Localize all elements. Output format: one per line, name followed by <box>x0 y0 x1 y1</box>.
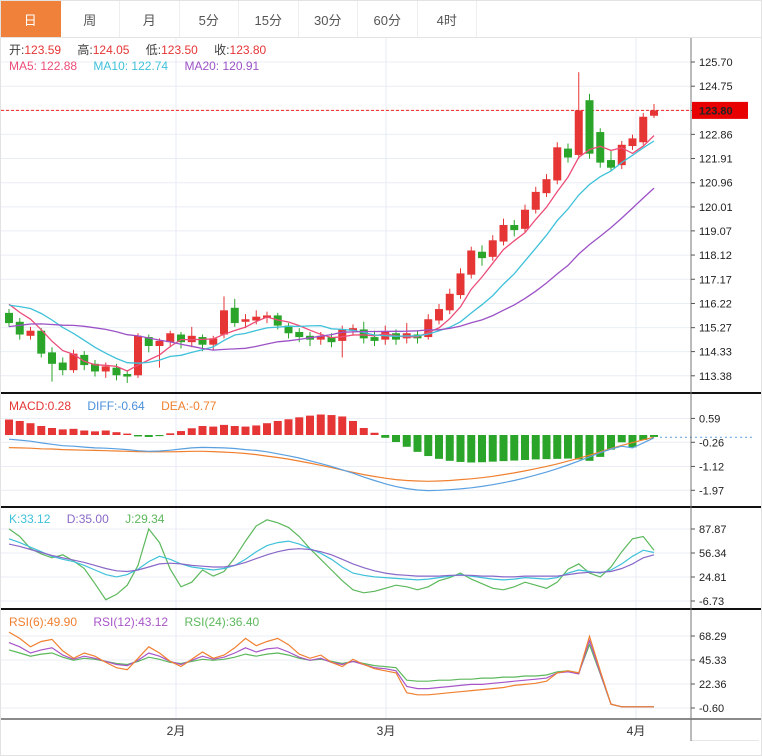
last-price-badge <box>692 101 748 119</box>
j-value: J:29.34 <box>125 512 165 526</box>
chart-area: 125.70 124.75 123.80 122.86 121.91 120.96 120.… <box>1 38 761 741</box>
ma20-value: MA20: 120.91 <box>184 59 260 73</box>
tab-30min[interactable]: 30分 <box>299 1 358 37</box>
kdj-readout: K:33.12 D:35.00 J:29.34 <box>9 512 164 526</box>
rsi12-value: RSI(12):43.12 <box>93 615 169 629</box>
k-value: K:33.12 <box>9 512 51 526</box>
axis-tick-label: 45.33 <box>699 655 727 667</box>
axis-tick-label: 122.86 <box>699 129 733 141</box>
rsi24-line <box>8 642 654 708</box>
candles-layer <box>5 72 658 383</box>
tab-15min[interactable]: 15分 <box>239 1 299 37</box>
tab-month[interactable]: 月 <box>120 1 180 37</box>
low-label: 低: <box>145 43 162 57</box>
axis-tick-label: -0.60 <box>699 703 724 715</box>
ma-readout: MA5: 122.88 MA10: 122.74 MA20: 120.91 <box>9 59 259 73</box>
axis-tick-label: -6.73 <box>699 596 724 608</box>
ma20-line <box>8 187 655 351</box>
axis-tick-label: 117.17 <box>699 274 732 286</box>
last-price-badge-text: 123.80 <box>699 105 733 117</box>
k-line <box>8 538 655 581</box>
month-label: 4月 <box>627 724 646 738</box>
high-value: 124.05 <box>92 43 130 57</box>
macd-value: MACD:0.28 <box>9 399 72 413</box>
axis-tick-label: 56.34 <box>699 548 727 560</box>
axis-tick-label: 115.27 <box>699 323 732 335</box>
axis-tick-label: 120.96 <box>699 178 733 190</box>
axis-tick-label: 68.29 <box>699 631 727 643</box>
tab-4hour[interactable]: 4时 <box>418 1 477 37</box>
axis-tick-label: 22.36 <box>699 679 727 691</box>
ma10-value: MA10: 122.74 <box>93 59 169 73</box>
close-label: 收: <box>214 43 230 57</box>
rsi-readout: RSI(6):49.90 RSI(12):43.12 RSI(24):36.40 <box>9 615 259 629</box>
d-value: D:35.00 <box>66 512 109 526</box>
axis-tick-label: 113.38 <box>699 371 732 383</box>
macd-readout: MACD:0.28 DIFF:-0.64 DEA:-0.77 <box>9 399 216 413</box>
tab-5min[interactable]: 5分 <box>180 1 239 37</box>
axis-tick-label: 116.22 <box>699 298 732 310</box>
high-label: 高: <box>77 43 93 57</box>
axis-tick-label: 114.33 <box>699 347 732 359</box>
open-label: 开: <box>9 43 25 57</box>
axis-tick-label: -1.12 <box>699 461 724 473</box>
axis-tick-label: 125.70 <box>699 57 733 69</box>
axis-tick-label: -0.26 <box>699 437 724 449</box>
diff-line <box>8 437 655 492</box>
month-label: 3月 <box>377 724 396 738</box>
dea-value: DEA:-0.77 <box>161 399 217 413</box>
rsi6-line <box>8 631 654 708</box>
rsi6-value: RSI(6):49.90 <box>9 615 78 629</box>
axis-tick-label: 120.01 <box>699 202 733 214</box>
tab-day[interactable]: 日 <box>1 1 61 37</box>
axis-tick-label: 87.87 <box>699 524 727 536</box>
rsi24-value: RSI(24):36.40 <box>184 615 260 629</box>
axis-tick-label: 124.75 <box>699 81 733 93</box>
tab-week[interactable]: 周 <box>61 1 120 37</box>
close-value: 123.80 <box>229 43 267 57</box>
axis-tick-label: 24.81 <box>699 572 727 584</box>
diff-value: DIFF:-0.64 <box>87 399 145 413</box>
dea-line <box>8 436 655 482</box>
j-line <box>8 519 655 601</box>
ma10-line <box>8 140 655 364</box>
axis-tick-label: 0.59 <box>699 413 720 425</box>
month-label: 2月 <box>167 724 186 738</box>
low-value: 123.50 <box>161 43 198 57</box>
axis-tick-label: -1.97 <box>699 485 724 497</box>
axis-tick-label: 121.91 <box>699 154 733 166</box>
tab-60min[interactable]: 60分 <box>358 1 418 37</box>
ma5-line <box>8 135 655 372</box>
chart-canvas[interactable]: 125.70 124.75 123.80 122.86 121.91 120.96 120.… <box>1 38 761 741</box>
axis-tick-label: 119.07 <box>699 226 732 238</box>
ohlc-readout: 开:123.59 高:124.05 低:123.50 收:123.80 <box>9 41 266 58</box>
timeframe-tabbar: 日周月 5分 15分 30分 60分 4时 <box>1 1 761 38</box>
open-value: 123.59 <box>24 43 62 57</box>
ma5-value: MA5: 122.88 <box>9 59 78 73</box>
axis-tick-label: 118.12 <box>699 250 732 262</box>
d-line <box>8 543 655 578</box>
